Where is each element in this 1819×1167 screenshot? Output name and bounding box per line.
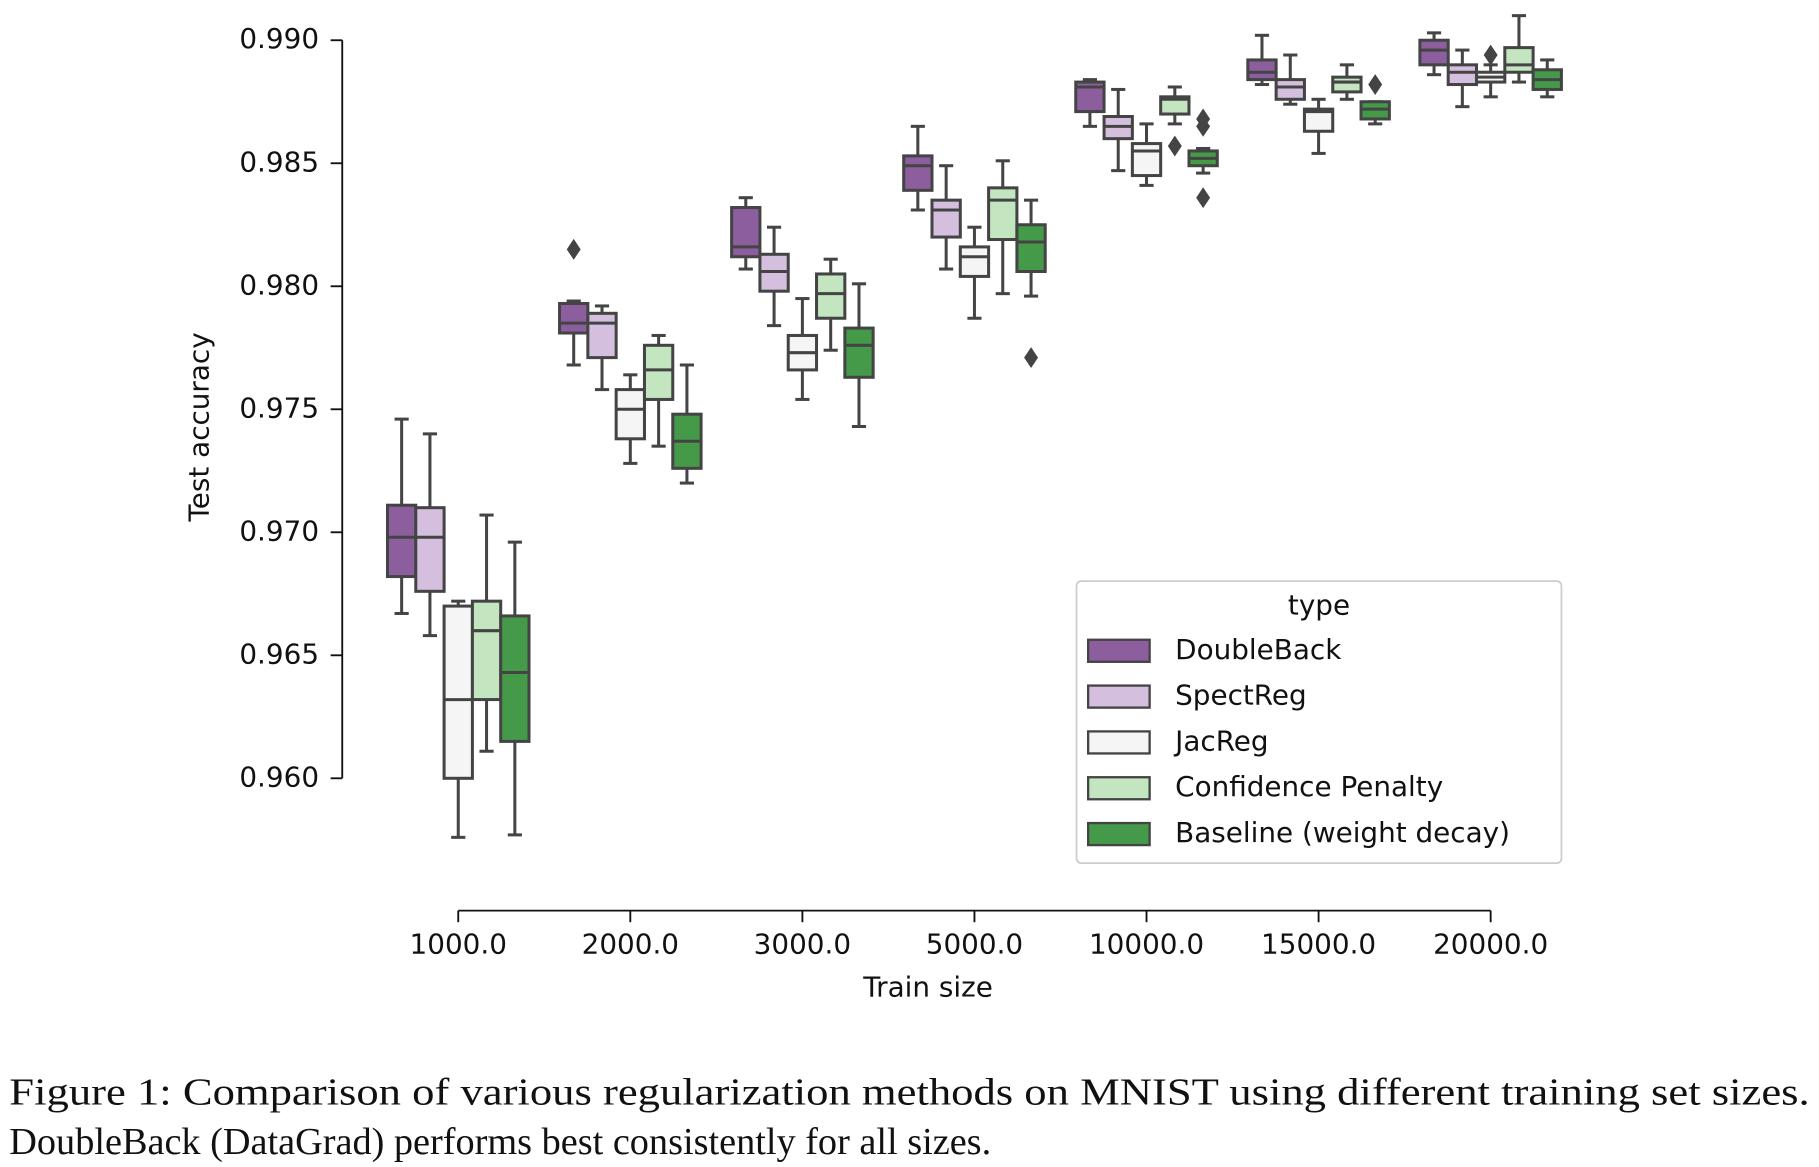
caption-line: DoubleBack (DataGrad) performs best cons… bbox=[9, 1121, 991, 1163]
y-tick-label: 0.970 bbox=[239, 514, 319, 547]
box bbox=[815, 272, 847, 320]
y-tick-label: 0.980 bbox=[239, 268, 319, 301]
legend-title: type bbox=[1288, 589, 1350, 622]
legend-label: DoubleBack bbox=[1175, 633, 1342, 666]
box bbox=[958, 245, 991, 278]
legend-swatch bbox=[1086, 776, 1151, 801]
y-tick-label: 0.975 bbox=[239, 391, 319, 424]
legend-box bbox=[1075, 580, 1563, 864]
legend-label: JacReg bbox=[1173, 724, 1268, 757]
legend-swatch bbox=[1086, 730, 1151, 755]
x-tick-label: 15000.0 bbox=[1261, 927, 1376, 960]
x-tick-label: 1000.0 bbox=[410, 927, 507, 960]
box bbox=[1331, 75, 1363, 94]
box bbox=[1015, 223, 1047, 274]
x-tick-label: 10000.0 bbox=[1089, 927, 1204, 960]
box bbox=[1130, 142, 1163, 178]
box bbox=[1446, 63, 1479, 87]
box bbox=[930, 198, 962, 239]
x-tick-label: 20000.0 bbox=[1433, 927, 1548, 960]
box bbox=[1159, 95, 1191, 116]
outlier bbox=[566, 238, 581, 260]
y-tick-label: 0.985 bbox=[239, 145, 319, 178]
outlier bbox=[1196, 187, 1211, 209]
legend-label: Baseline (weight decay) bbox=[1175, 816, 1510, 849]
legend-swatch bbox=[1086, 684, 1151, 709]
box bbox=[987, 186, 1019, 242]
box bbox=[1246, 58, 1278, 82]
x-axis-label: Train size bbox=[862, 970, 993, 1003]
caption-line: Figure 1: Comparison of various regulari… bbox=[9, 1071, 1809, 1113]
box bbox=[902, 154, 934, 192]
box bbox=[558, 301, 590, 335]
box bbox=[586, 311, 618, 360]
box bbox=[730, 206, 762, 259]
box bbox=[470, 599, 503, 702]
box bbox=[385, 503, 418, 579]
box bbox=[414, 506, 446, 593]
box bbox=[642, 343, 675, 401]
box bbox=[1274, 78, 1306, 101]
box bbox=[843, 326, 875, 379]
y-axis-label: Test accuracy bbox=[183, 332, 216, 522]
y-tick-label: 0.965 bbox=[239, 637, 319, 670]
box bbox=[1302, 107, 1335, 133]
box bbox=[1503, 46, 1535, 74]
outlier bbox=[1024, 347, 1039, 369]
box bbox=[1418, 38, 1450, 67]
legend-swatch bbox=[1086, 821, 1151, 847]
x-tick-label: 5000.0 bbox=[926, 927, 1023, 960]
x-tick-label: 2000.0 bbox=[582, 927, 679, 960]
box bbox=[614, 388, 646, 441]
box bbox=[499, 614, 531, 743]
y-tick-label: 0.960 bbox=[239, 760, 319, 793]
x-tick-label: 3000.0 bbox=[754, 927, 851, 960]
box bbox=[442, 604, 474, 780]
outlier bbox=[1483, 44, 1498, 66]
legend-label: SpectReg bbox=[1175, 679, 1307, 712]
outlier bbox=[1167, 135, 1182, 157]
legend-swatch bbox=[1086, 638, 1151, 663]
outlier bbox=[1368, 74, 1383, 95]
y-tick-label: 0.990 bbox=[239, 22, 319, 55]
legend-label: Confidence Penalty bbox=[1175, 770, 1443, 803]
